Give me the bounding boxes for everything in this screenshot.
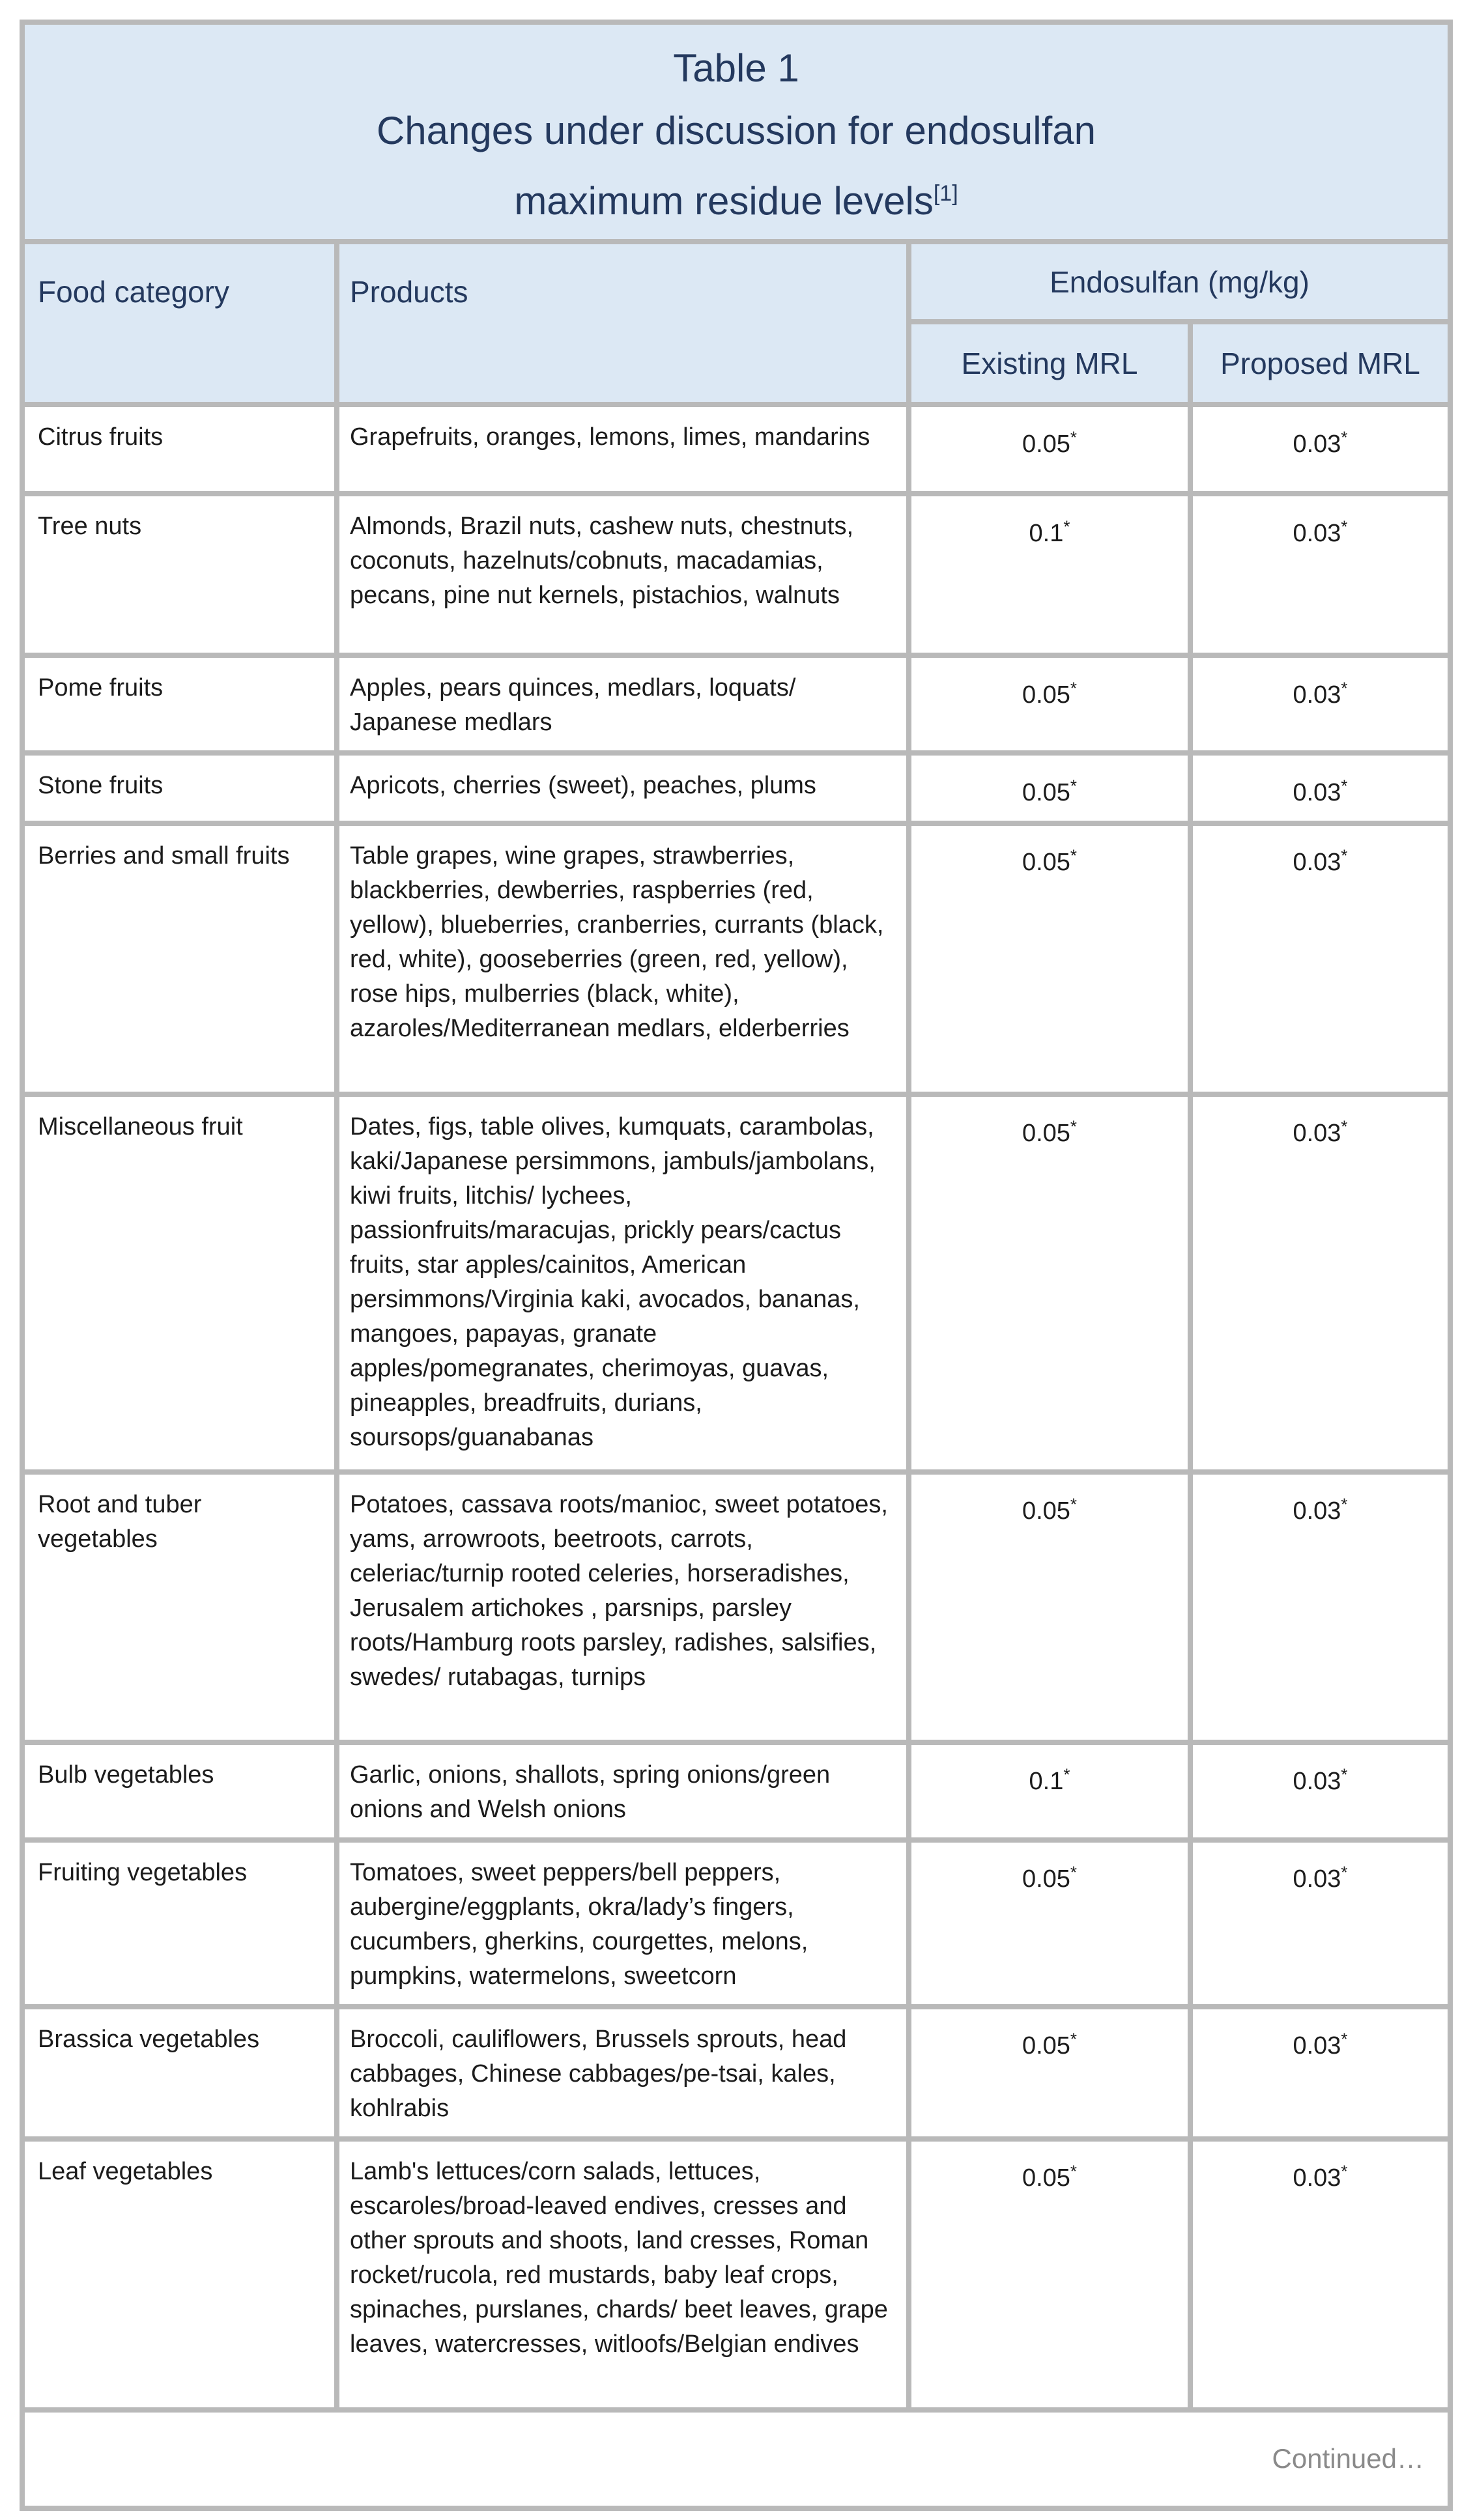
table-title-line2: Changes under discussion for endosulfan xyxy=(376,108,1096,152)
mrl-value: 0.05* xyxy=(1022,1862,1078,1893)
existing-mrl-cell: 0.1* xyxy=(906,1739,1193,1843)
products-cell: Broccoli, cauliflowers, Brussels sprouts… xyxy=(334,2003,911,2142)
existing-mrl-cell: 0.05* xyxy=(906,402,1193,496)
table-title: Table 1 Changes under discussion for end… xyxy=(20,20,1453,244)
column-header-products: Products xyxy=(334,239,911,407)
mrl-value: 0.03* xyxy=(1293,845,1348,877)
proposed-mrl-cell: 0.03* xyxy=(1188,750,1453,826)
table-row: Fruiting vegetables Tomatoes, sweet pepp… xyxy=(20,1837,1453,2009)
mrl-value: 0.03* xyxy=(1293,2161,1348,2192)
proposed-mrl-cell: 0.03* xyxy=(1188,1739,1453,1843)
mrl-value: 0.03* xyxy=(1293,1494,1348,1525)
header-row-2: Existing MRL Proposed MRL xyxy=(22,319,1453,407)
table-row: Root and tuber vegetables Potatoes, cass… xyxy=(20,1469,1453,1745)
existing-mrl-cell: 0.05* xyxy=(906,653,1193,756)
products-cell: Apricots, cherries (sweet), peaches, plu… xyxy=(334,750,911,826)
table-title-line3: maximum residue levels[1] xyxy=(27,162,1445,233)
products-cell: Tomatoes, sweet peppers/bell peppers, au… xyxy=(334,1837,911,2009)
existing-mrl-cell: 0.05* xyxy=(906,1091,1193,1475)
existing-mrl-cell: 0.05* xyxy=(906,750,1193,826)
table-row: Pome fruits Apples, pears quinces, medla… xyxy=(20,653,1453,756)
products-cell: Dates, figs, table olives, kumquats, car… xyxy=(334,1091,911,1475)
mrl-table: Table 1 Changes under discussion for end… xyxy=(20,20,1453,2511)
mrl-value: 0.1* xyxy=(1029,1764,1070,1796)
table-row: Leaf vegetables Lamb's lettuces/corn sal… xyxy=(20,2136,1453,2413)
table-title-row: Table 1 Changes under discussion for end… xyxy=(20,20,1453,244)
mrl-value: 0.05* xyxy=(1022,1494,1078,1525)
food-category-cell: Miscellaneous fruit xyxy=(20,1091,339,1475)
mrl-value: 0.05* xyxy=(1022,1116,1078,1148)
mrl-value: 0.03* xyxy=(1293,2029,1348,2060)
proposed-mrl-cell: 0.03* xyxy=(1188,2003,1453,2142)
mrl-value: 0.05* xyxy=(1022,776,1078,806)
existing-mrl-cell: 0.05* xyxy=(906,2136,1193,2413)
table-row: Brassica vegetables Broccoli, cauliflowe… xyxy=(20,2003,1453,2142)
mrl-value: 0.03* xyxy=(1293,517,1348,547)
mrl-value: 0.05* xyxy=(1022,678,1078,709)
proposed-mrl-cell: 0.03* xyxy=(1188,1091,1453,1475)
mrl-value: 0.03* xyxy=(1293,1116,1348,1148)
proposed-mrl-cell: 0.03* xyxy=(1188,402,1453,496)
products-cell: Apples, pears quinces, medlars, loquats/… xyxy=(334,653,911,756)
mrl-value: 0.05* xyxy=(1022,2161,1078,2192)
column-header-proposed-mrl: Proposed MRL xyxy=(1188,319,1453,407)
products-cell: Garlic, onions, shallots, spring onions/… xyxy=(334,1739,911,1843)
food-category-cell: Citrus fruits xyxy=(20,402,339,496)
food-category-cell: Leaf vegetables xyxy=(20,2136,339,2413)
existing-mrl-cell: 0.05* xyxy=(906,2003,1193,2142)
products-cell: Lamb's lettuces/corn salads, lettuces, e… xyxy=(334,2136,911,2413)
table-row: Berries and small fruits Table grapes, w… xyxy=(20,820,1453,1097)
footnote-marker: [1] xyxy=(933,180,958,206)
existing-mrl-cell: 0.05* xyxy=(906,1469,1193,1745)
column-header-existing-mrl: Existing MRL xyxy=(906,319,1193,407)
mrl-value: 0.03* xyxy=(1293,1862,1348,1893)
food-category-cell: Bulb vegetables xyxy=(20,1739,339,1843)
table-row: Stone fruits Apricots, cherries (sweet),… xyxy=(20,750,1453,826)
continued-note: Continued… xyxy=(20,2407,1453,2511)
column-header-endosulfan-group: Endosulfan (mg/kg) xyxy=(906,239,1453,324)
food-category-cell: Tree nuts xyxy=(20,491,339,658)
mrl-value: 0.03* xyxy=(1293,427,1348,458)
table-row: Miscellaneous fruit Dates, figs, table o… xyxy=(20,1091,1453,1475)
mrl-value: 0.1* xyxy=(1029,517,1070,547)
products-cell: Potatoes, cassava roots/manioc, sweet po… xyxy=(334,1469,911,1745)
column-header-food-category: Food category xyxy=(20,239,339,407)
food-category-cell: Root and tuber vegetables xyxy=(20,1469,339,1745)
proposed-mrl-cell: 0.03* xyxy=(1188,653,1453,756)
proposed-mrl-cell: 0.03* xyxy=(1188,1837,1453,2009)
mrl-value: 0.03* xyxy=(1293,1764,1348,1796)
table-row: Tree nuts Almonds, Brazil nuts, cashew n… xyxy=(20,491,1453,658)
table-title-line1: Table 1 xyxy=(673,46,799,90)
existing-mrl-cell: 0.05* xyxy=(906,1837,1193,2009)
products-cell: Table grapes, wine grapes, strawberries,… xyxy=(334,820,911,1097)
existing-mrl-cell: 0.1* xyxy=(906,491,1193,658)
proposed-mrl-cell: 0.03* xyxy=(1188,491,1453,658)
mrl-value: 0.05* xyxy=(1022,2029,1078,2060)
food-category-cell: Pome fruits xyxy=(20,653,339,756)
food-category-cell: Fruiting vegetables xyxy=(20,1837,339,2009)
proposed-mrl-cell: 0.03* xyxy=(1188,1469,1453,1745)
table-row: Bulb vegetables Garlic, onions, shallots… xyxy=(20,1739,1453,1843)
mrl-value: 0.03* xyxy=(1293,776,1348,806)
header-row-1: Food category Products Endosulfan (mg/kg… xyxy=(20,239,1453,407)
mrl-value: 0.05* xyxy=(1022,427,1078,458)
table-footer-row: Continued… xyxy=(20,2407,1453,2511)
mrl-value: 0.05* xyxy=(1022,845,1078,877)
proposed-mrl-cell: 0.03* xyxy=(1188,2136,1453,2413)
existing-mrl-cell: 0.05* xyxy=(906,820,1193,1097)
food-category-cell: Berries and small fruits xyxy=(20,820,339,1097)
table-row: Citrus fruits Grapefruits, oranges, lemo… xyxy=(20,402,1453,496)
products-cell: Grapefruits, oranges, lemons, limes, man… xyxy=(334,402,911,496)
proposed-mrl-cell: 0.03* xyxy=(1188,820,1453,1097)
food-category-cell: Brassica vegetables xyxy=(20,2003,339,2142)
mrl-value: 0.03* xyxy=(1293,678,1348,709)
products-cell: Almonds, Brazil nuts, cashew nuts, chest… xyxy=(334,491,911,658)
food-category-cell: Stone fruits xyxy=(20,750,339,826)
table-title-line3-text: maximum residue levels xyxy=(514,178,934,223)
